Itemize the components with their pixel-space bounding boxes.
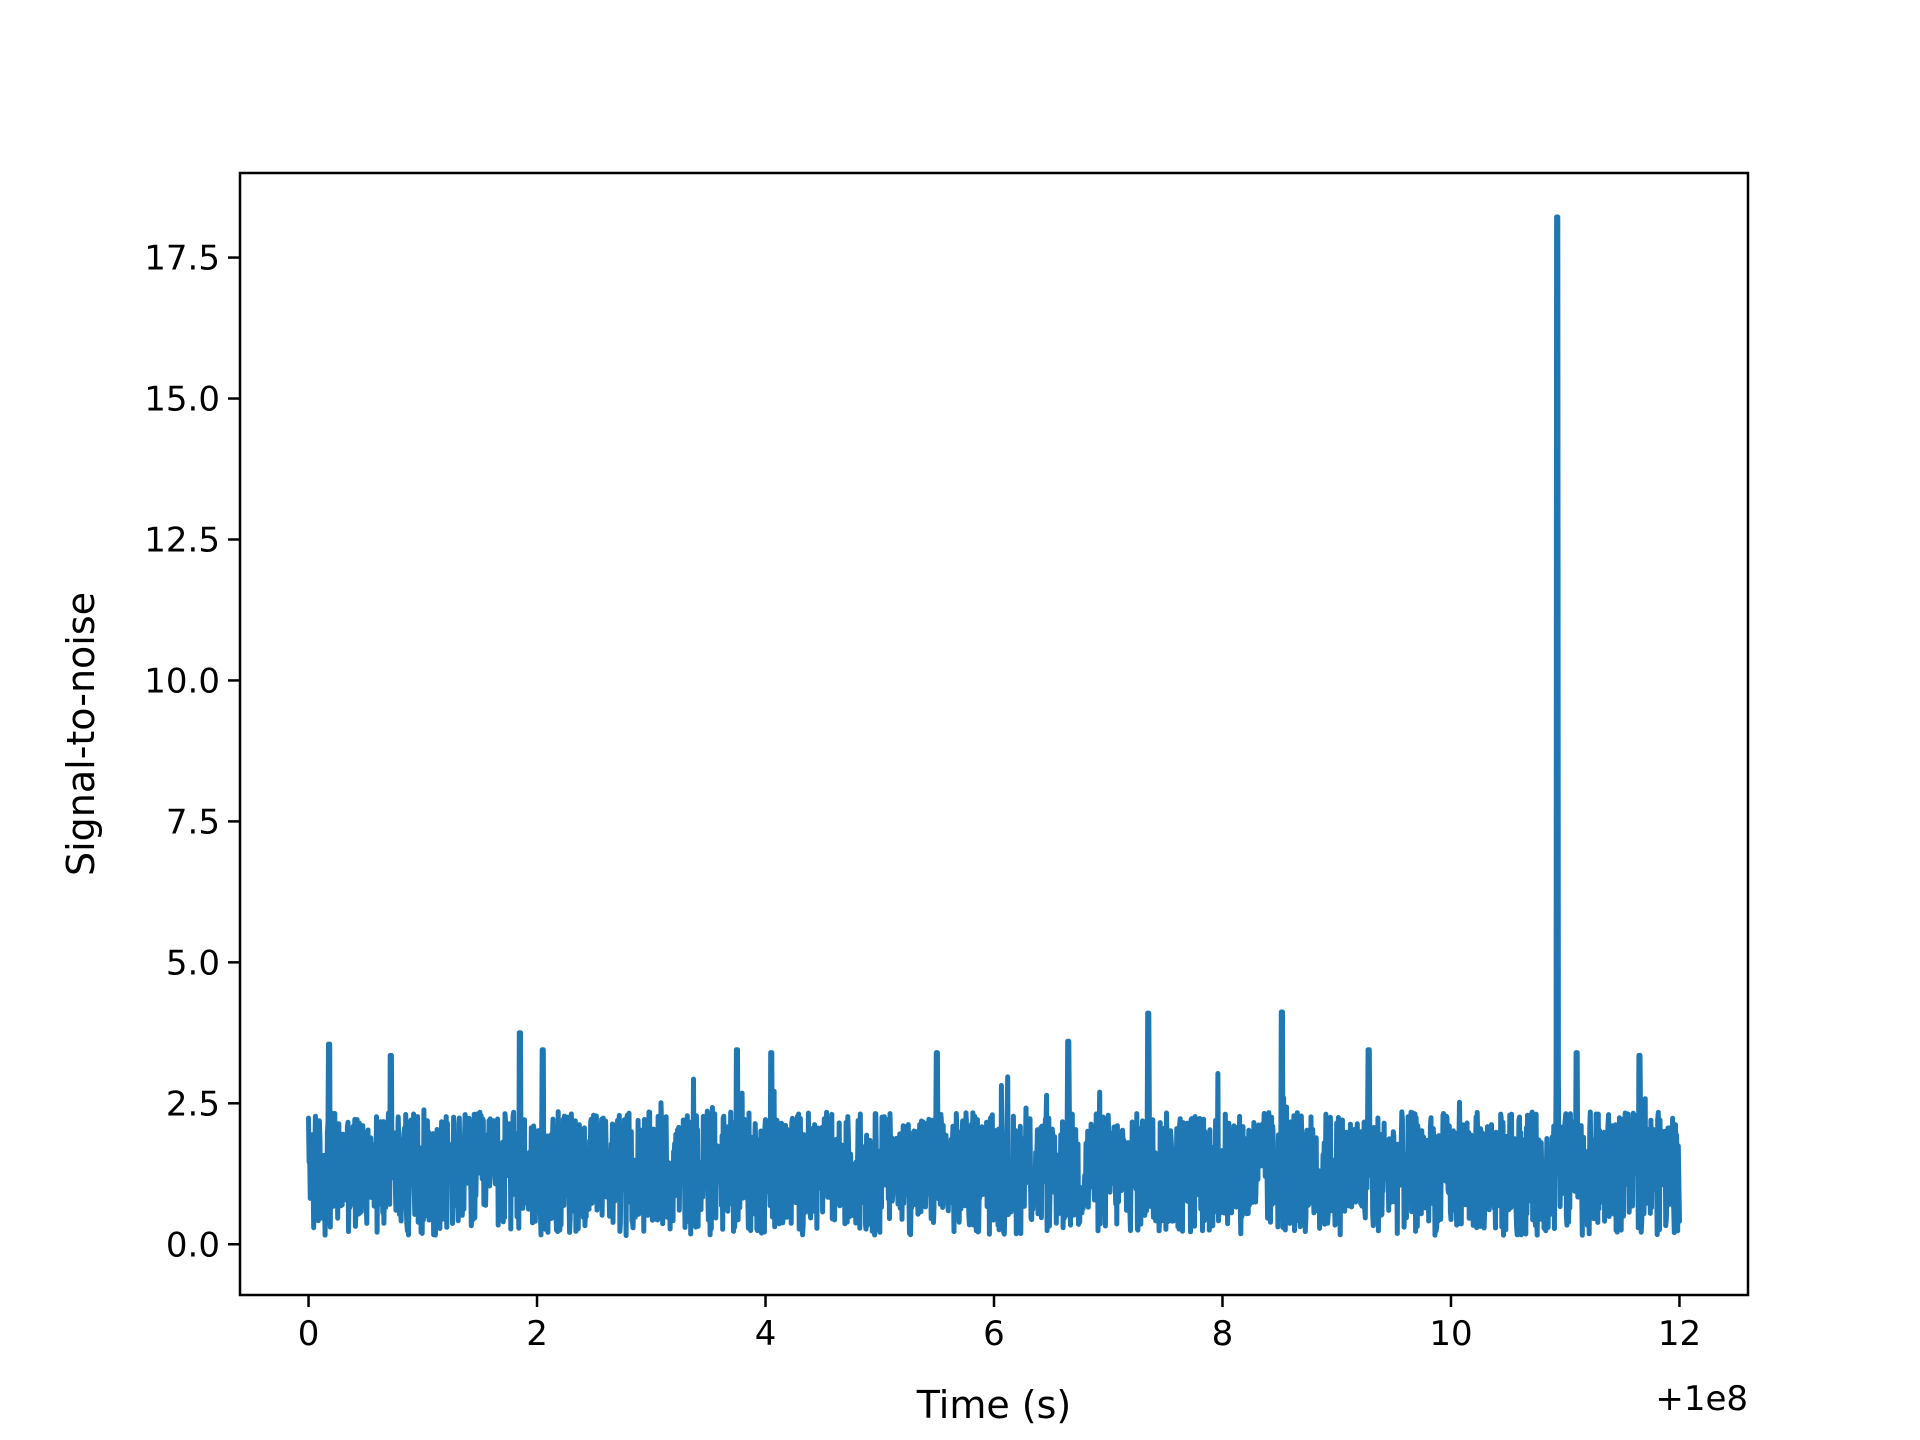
x-tick-label: 8 — [1212, 1314, 1234, 1354]
y-axis-label: Signal-to-noise — [59, 592, 103, 876]
axes-frame — [238, 171, 1750, 1297]
x-tick-label: 4 — [755, 1314, 777, 1354]
y-tick-label: 10.0 — [144, 661, 220, 701]
y-tick-label: 5.0 — [166, 943, 220, 983]
x-tick-label: 0 — [298, 1314, 320, 1354]
y-tick-label: 12.5 — [144, 520, 220, 560]
x-tick-label: 2 — [526, 1314, 548, 1354]
x-tick-label: 10 — [1429, 1314, 1472, 1354]
x-tick-label: 6 — [983, 1314, 1005, 1354]
y-tick-label: 2.5 — [166, 1084, 220, 1124]
x-axis-label: Time (s) — [916, 1383, 1072, 1427]
snr-series-line — [306, 214, 1682, 1239]
x-axis-offset-label: +1e8 — [1655, 1379, 1748, 1419]
y-tick-label: 17.5 — [144, 239, 220, 279]
y-tick-label: 7.5 — [166, 802, 220, 842]
x-tick-label: 12 — [1658, 1314, 1701, 1354]
axis-ticks: 0 2 4 6 8 10 12 0.0 2.5 5.0 7.5 10.0 12.5 15.0 17.5 — [144, 239, 1701, 1354]
y-tick-label: 15.0 — [144, 380, 220, 420]
y-tick-label: 0.0 — [166, 1225, 220, 1265]
